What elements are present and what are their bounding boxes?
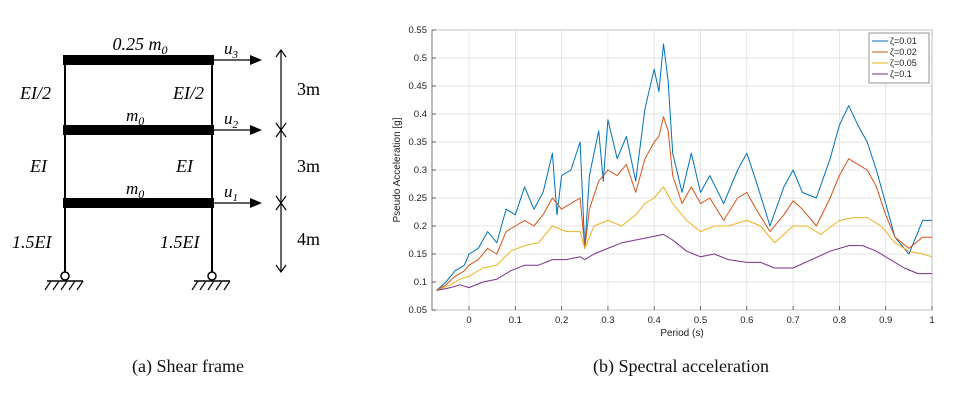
x-tick-label: 0.4 xyxy=(648,315,661,326)
y-tick-label: 0.05 xyxy=(409,305,428,316)
y-tick-label: 0.55 xyxy=(409,25,428,36)
u2-subscript: 2 xyxy=(233,119,239,131)
y-tick-label: 0.25 xyxy=(409,193,428,204)
x-tick-label: 0.2 xyxy=(555,315,568,326)
stiffness-left-story-1: 1.5EI xyxy=(12,232,52,252)
caption-b: (b) Spectral acceleration xyxy=(593,356,769,377)
floor-slab-3 xyxy=(63,55,214,65)
stiffness-left-story-3: EI/2 xyxy=(19,83,51,103)
mass-subscript-1: 0 xyxy=(138,187,144,201)
stiffness-right-story-3: EI/2 xyxy=(172,83,204,103)
y-tick-label: 0.1 xyxy=(414,277,427,288)
y-tick-label: 0.3 xyxy=(414,165,427,176)
mass-label-floor-2: m0 xyxy=(126,106,144,128)
x-tick-label: 0 xyxy=(466,315,471,326)
mass-subscript-2: 0 xyxy=(138,114,144,128)
right-pin-support xyxy=(191,271,231,291)
y-tick-label: 0.2 xyxy=(414,221,427,232)
displacement-label-u2: u2 xyxy=(224,109,239,131)
y-tick-label: 0.4 xyxy=(414,109,427,120)
y-tick-label: 0.35 xyxy=(409,137,428,148)
series-line-4 xyxy=(436,233,932,291)
floor-slab-1 xyxy=(63,198,214,208)
mass-label-floor-3: 0.25 m0 xyxy=(113,34,168,57)
y-tick-label: 0.5 xyxy=(414,53,427,64)
series-lines xyxy=(436,43,933,291)
u3-text: u xyxy=(224,39,233,58)
legend-entry-1: ζ=0.01 xyxy=(890,36,917,46)
story-height-2: 3m xyxy=(297,156,320,176)
x-tick-label: 0.5 xyxy=(694,315,707,326)
y-tick-label: 0.45 xyxy=(409,81,428,92)
story-height-3: 3m xyxy=(297,79,320,99)
legend-entry-2: ζ=0.02 xyxy=(890,47,917,57)
displacement-label-u1: u1 xyxy=(224,182,238,204)
mass-label-floor-1: m0 xyxy=(126,179,144,201)
stiffness-right-story-1: 1.5EI xyxy=(160,232,200,252)
x-axis-label: Period (s) xyxy=(660,328,703,339)
story-height-1: 4m xyxy=(297,229,320,249)
mass-label-2-text: m xyxy=(126,106,138,125)
mass-label-1-text: m xyxy=(126,179,138,198)
stiffness-left-story-2: EI xyxy=(29,156,48,176)
grid xyxy=(432,29,933,311)
y-axis-label: Pseudo Acceleration [g] xyxy=(392,117,403,222)
series-line-1 xyxy=(436,43,932,291)
stiffness-right-story-2: EI xyxy=(175,156,194,176)
mass-subscript-3: 0 xyxy=(162,43,168,57)
x-tick-label: 0.3 xyxy=(601,315,614,326)
x-tick-label: 1 xyxy=(929,315,934,326)
x-tick-label: 0.1 xyxy=(509,315,522,326)
displacement-label-u3: u3 xyxy=(224,39,239,61)
x-tick-label: 0.9 xyxy=(879,315,892,326)
u1-subscript: 1 xyxy=(233,192,239,204)
dimension-lines xyxy=(275,48,287,274)
u3-subscript: 3 xyxy=(232,49,239,61)
series-line-3 xyxy=(436,186,933,291)
x-tick-label: 0.8 xyxy=(833,315,846,326)
y-tick-label: 0.15 xyxy=(409,249,428,260)
mass-label-3-text: 0.25 m xyxy=(113,34,162,54)
axes: 0 0.1 0.2 0.3 0.4 0.5 0.6 0.7 0.8 0.9 1 0.05 0.1 0.15… xyxy=(409,25,935,326)
legend-entry-4: ζ=0.1 xyxy=(890,69,912,79)
legend-entry-3: ζ=0.05 xyxy=(890,58,917,68)
u2-text: u xyxy=(224,109,233,128)
series-line-2 xyxy=(436,116,932,291)
caption-a: (a) Shear frame xyxy=(132,356,244,377)
displacement-arrow-u1 xyxy=(214,198,262,208)
u1-text: u xyxy=(224,182,233,201)
spectral-acceleration-chart: 0 0.1 0.2 0.3 0.4 0.5 0.6 0.7 0.8 0.9 1 0.05 0.1 0.15… xyxy=(392,25,935,339)
displacement-arrow-u2 xyxy=(214,125,262,135)
x-tick-label: 0.7 xyxy=(787,315,800,326)
floor-slab-2 xyxy=(63,125,214,135)
left-pin-support xyxy=(44,271,84,291)
shear-frame-diagram: 0.25 m0 m0 m0 u3 u2 u1 EI/2 EI/2 EI EI 1… xyxy=(12,34,320,291)
x-tick-label: 0.6 xyxy=(740,315,753,326)
displacement-arrow-u3 xyxy=(214,55,262,65)
legend: ζ=0.01 ζ=0.02 ζ=0.05 ζ=0.1 xyxy=(868,32,930,84)
